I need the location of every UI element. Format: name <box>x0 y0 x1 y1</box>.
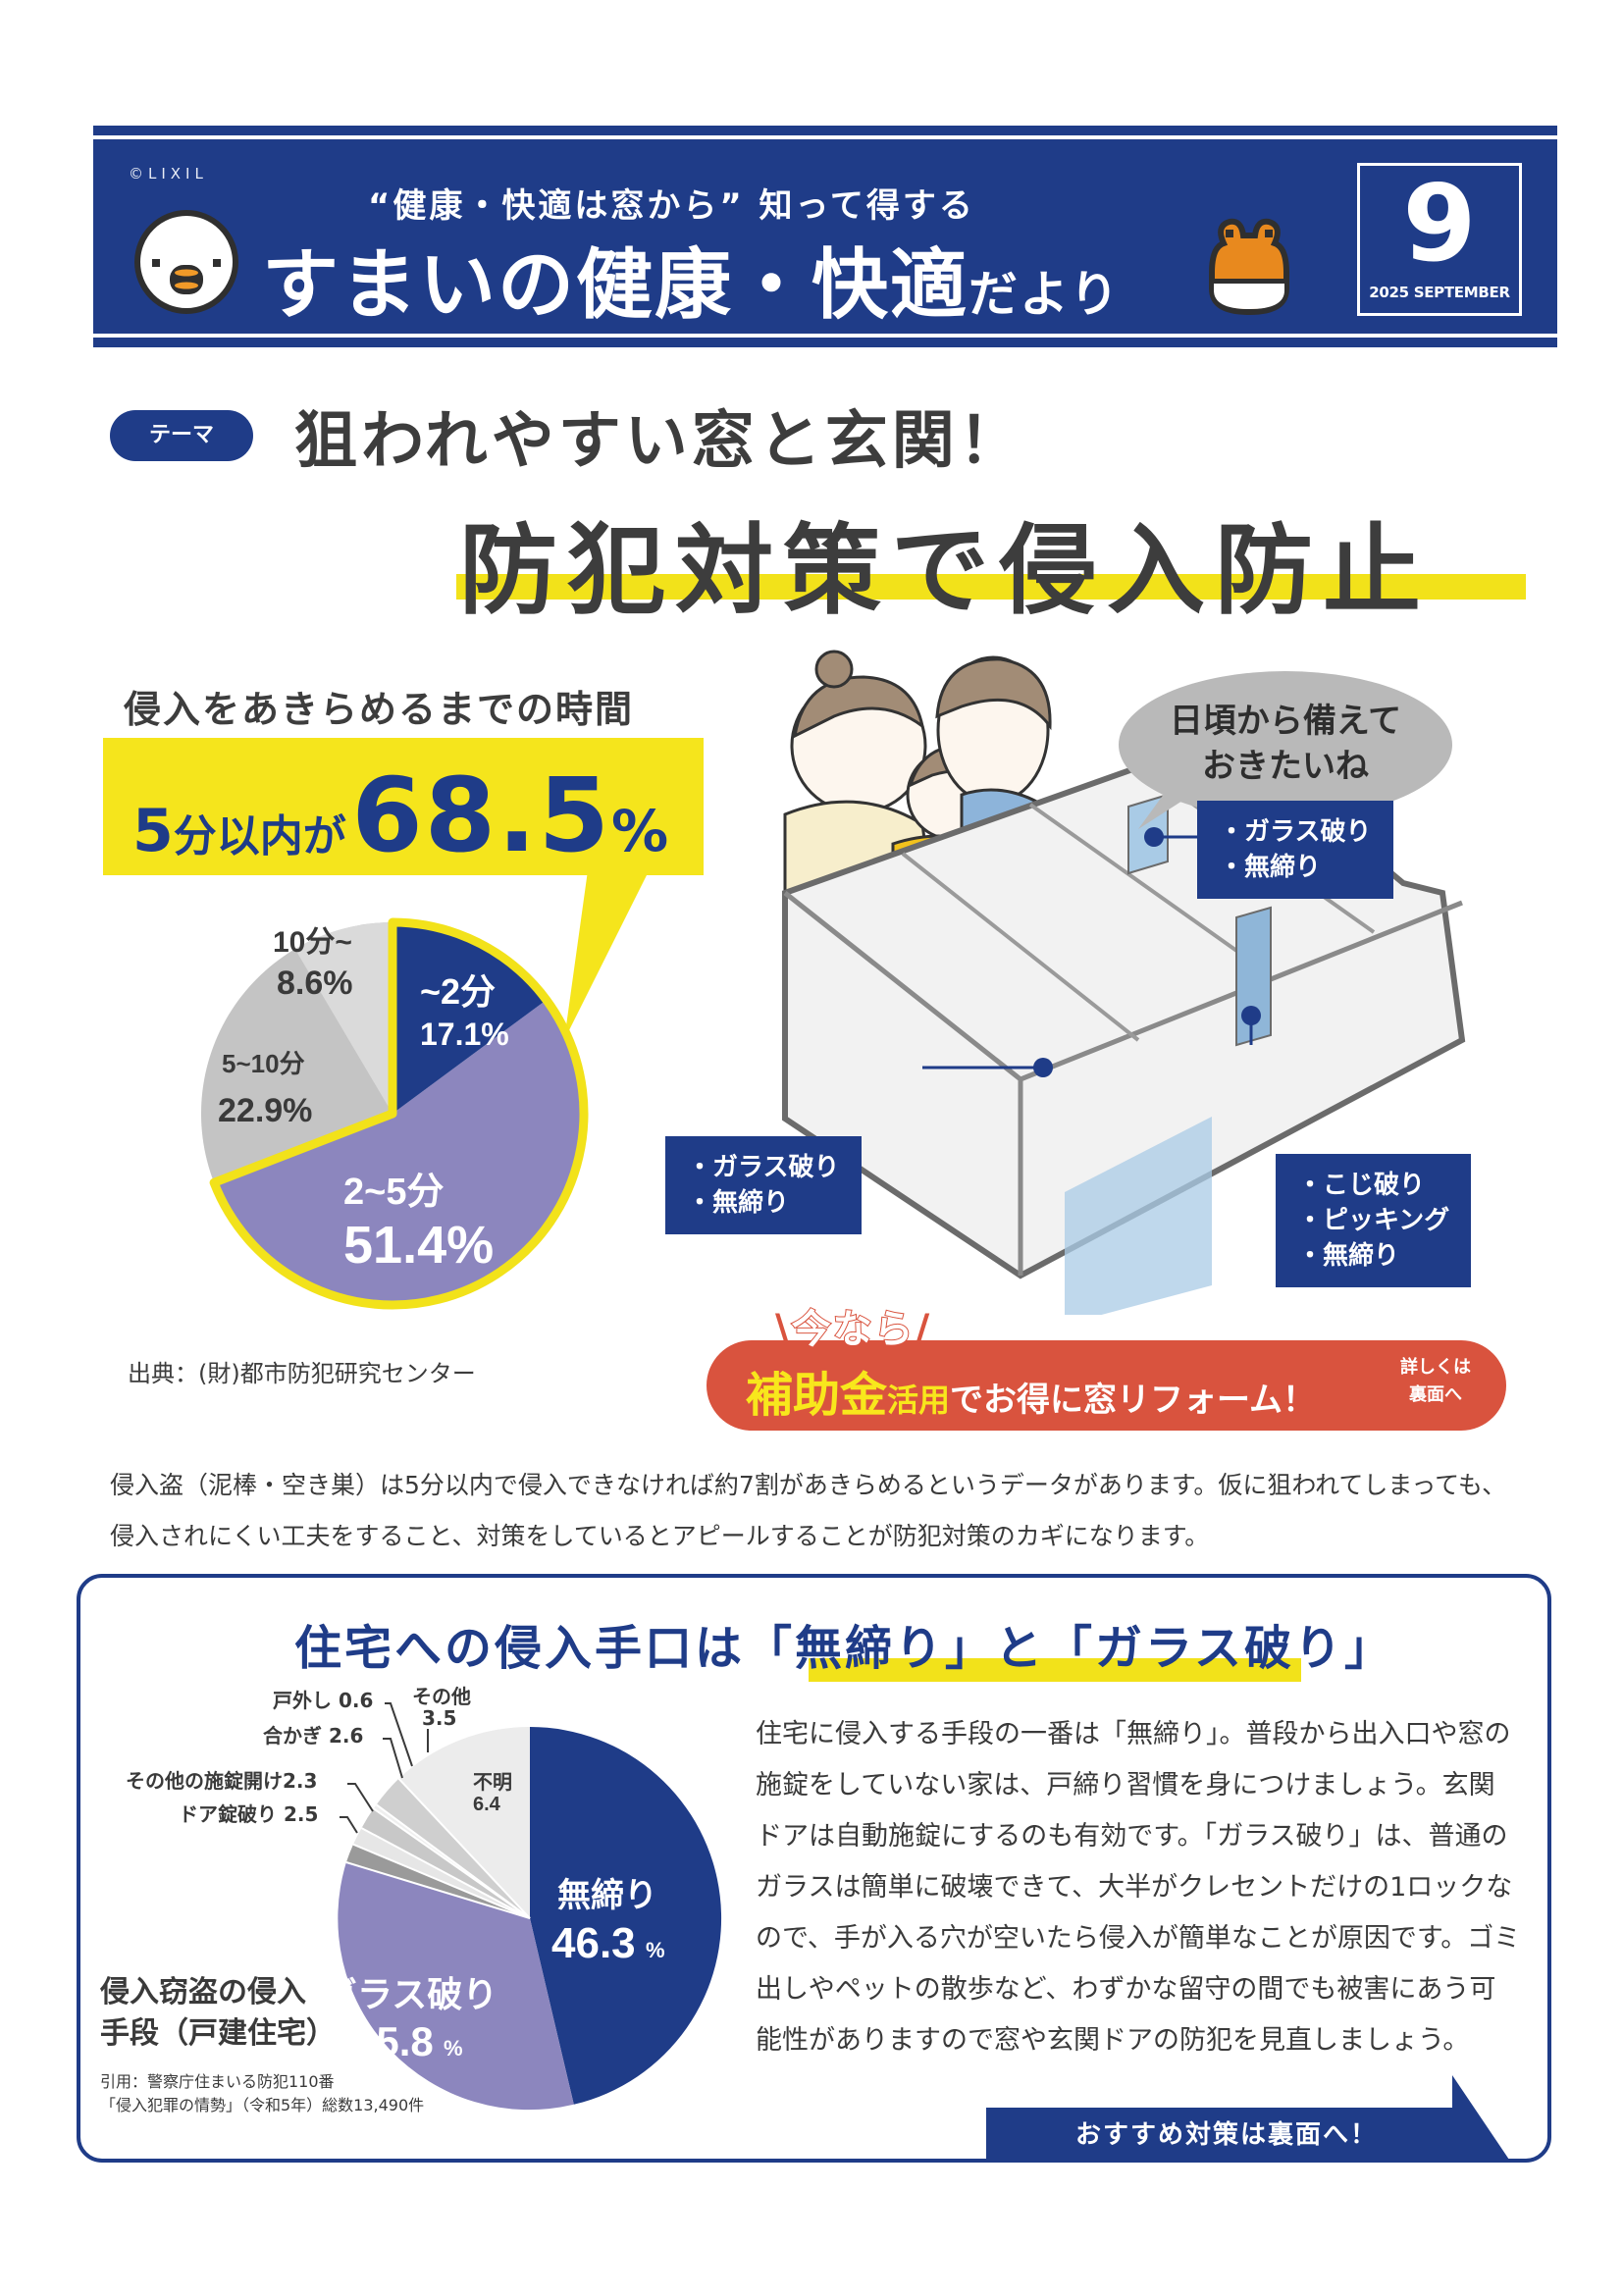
pie1-value-10min: 8.6% <box>277 965 353 1002</box>
pie1-label-2min: ~2分 <box>420 971 496 1012</box>
title-highlight <box>456 574 1526 600</box>
pie1-value-5-10min: 22.9% <box>218 1092 312 1129</box>
giveup-time-pie-chart: 10分~ 8.6% 5~10分 22.9% ~2分 17.1% 2~5分 51.… <box>200 917 589 1310</box>
pie2-source: 引用：警察庁住まいる防犯110番 「侵入犯罪の情勢」（令和5年）総数13,490… <box>100 2072 425 2114</box>
issue-date: 2025 SEPTEMBER <box>1369 284 1510 301</box>
issue-badge: 9 2025 SEPTEMBER <box>1357 163 1522 316</box>
svg-text:%: % <box>444 2036 463 2061</box>
pie2-caption: 侵入窃盗の侵入 手段（戸建住宅） <box>100 1975 336 2051</box>
chick-mascot-icon <box>134 210 238 314</box>
pie2-label-glass: ガラス破り <box>334 1974 497 2014</box>
pie2-label-aikagi: 合かぎ 2.6 <box>263 1724 364 1748</box>
pie2-value-mushimari: 46.3 <box>551 1919 636 1967</box>
pie2-label-tohazushi: 戸外し 0.6 <box>273 1689 374 1712</box>
header-rule-bottom <box>93 334 1557 338</box>
copyright: ©LIXIL <box>129 165 208 183</box>
intrusion-method-pie-chart: 無締り 46.3 % ガラス破り 35.8 % 不明 6.4 <box>334 1726 722 2111</box>
theme-badge: テーマ <box>110 410 253 461</box>
stat-callout: 5分以内が 68.5% <box>103 738 704 875</box>
see-back-button[interactable]: おすすめ対策は裏面へ！ <box>986 2108 1467 2163</box>
pie2-leader-lines <box>340 1702 429 1834</box>
pie2-value-fumei: 6.4 <box>473 1794 501 1815</box>
theme-headline: 狙われやすい窓と玄関！ <box>294 405 1025 478</box>
box-title-highlight <box>809 1658 1301 1682</box>
chart1-heading: 侵入をあきらめるまでの時間 <box>124 688 635 731</box>
tag-front-door: こじ破り ピッキング 無締り <box>1276 1154 1472 1287</box>
frog-mascot-icon <box>1209 218 1289 316</box>
chart1-source: 出典：(財)都市防犯研究センター <box>128 1360 476 1387</box>
pie2-label-sonota: その他 3.5 <box>412 1685 471 1730</box>
pie2-label-door-lock: ドア錠破り 2.5 <box>179 1802 319 1826</box>
pie2-label-mushimari: 無締り <box>557 1877 657 1914</box>
newsletter-title: すまいの健康・快適だより <box>262 241 1122 330</box>
page-title: 防犯対策で侵入防止 <box>459 513 1431 628</box>
stat-callout-text: 5分以内が 68.5% <box>132 756 669 875</box>
pie2-value-glass: 35.8 <box>353 2018 434 2064</box>
speech-bubble-tail <box>1138 775 1207 829</box>
methods-box <box>77 1574 1551 2163</box>
banner-now-label: \今なら/ <box>775 1306 932 1353</box>
tag-upper-window: ガラス破り 無締り <box>1197 801 1393 899</box>
box-title: 住宅への侵入手口は「無締り」と「ガラス破り」 <box>294 1621 1395 1676</box>
header-subtitle: “健康・快適は窓から” 知って得する <box>368 186 975 226</box>
newsletter-header: ©LIXIL “健康・快適は窓から” 知って得する すまいの健康・快適だより 9… <box>93 126 1557 347</box>
pie2-label-fumei: 不明 <box>473 1771 512 1794</box>
methods-paragraph: 住宅に侵入する手段の一番は「無締り」。普段から出入口や窓の施錠をしていない家は、… <box>756 1719 1521 2056</box>
issue-number: 9 <box>1402 163 1477 286</box>
banner-note: 詳しくは 裏面へ <box>1400 1357 1471 1405</box>
callout-tail <box>564 863 653 1040</box>
svg-text:%: % <box>646 1938 665 1962</box>
pie1-label-10min: 10分~ <box>273 926 352 959</box>
tag-lower-window: ガラス破り 無締り <box>665 1136 862 1234</box>
intro-paragraph: 侵入盗（泥棒・空き巣）は5分以内で侵入できなければ約7割があきらめるというデータ… <box>110 1471 1507 1550</box>
pie1-value-2min: 17.1% <box>420 1017 509 1052</box>
pie1-value-2-5min: 51.4% <box>343 1216 494 1275</box>
header-rule-top <box>93 135 1557 139</box>
subsidy-banner[interactable]: 補助金活用でお得に窓リフォーム！ 詳しくは 裏面へ <box>707 1340 1506 1431</box>
cta-arrow-tip <box>1452 2075 1511 2163</box>
pie1-label-5-10min: 5~10分 <box>222 1049 305 1078</box>
pie1-label-2-5min: 2~5分 <box>343 1172 444 1213</box>
pie2-label-sonota-sejo: その他の施錠開け2.3 <box>126 1769 318 1793</box>
